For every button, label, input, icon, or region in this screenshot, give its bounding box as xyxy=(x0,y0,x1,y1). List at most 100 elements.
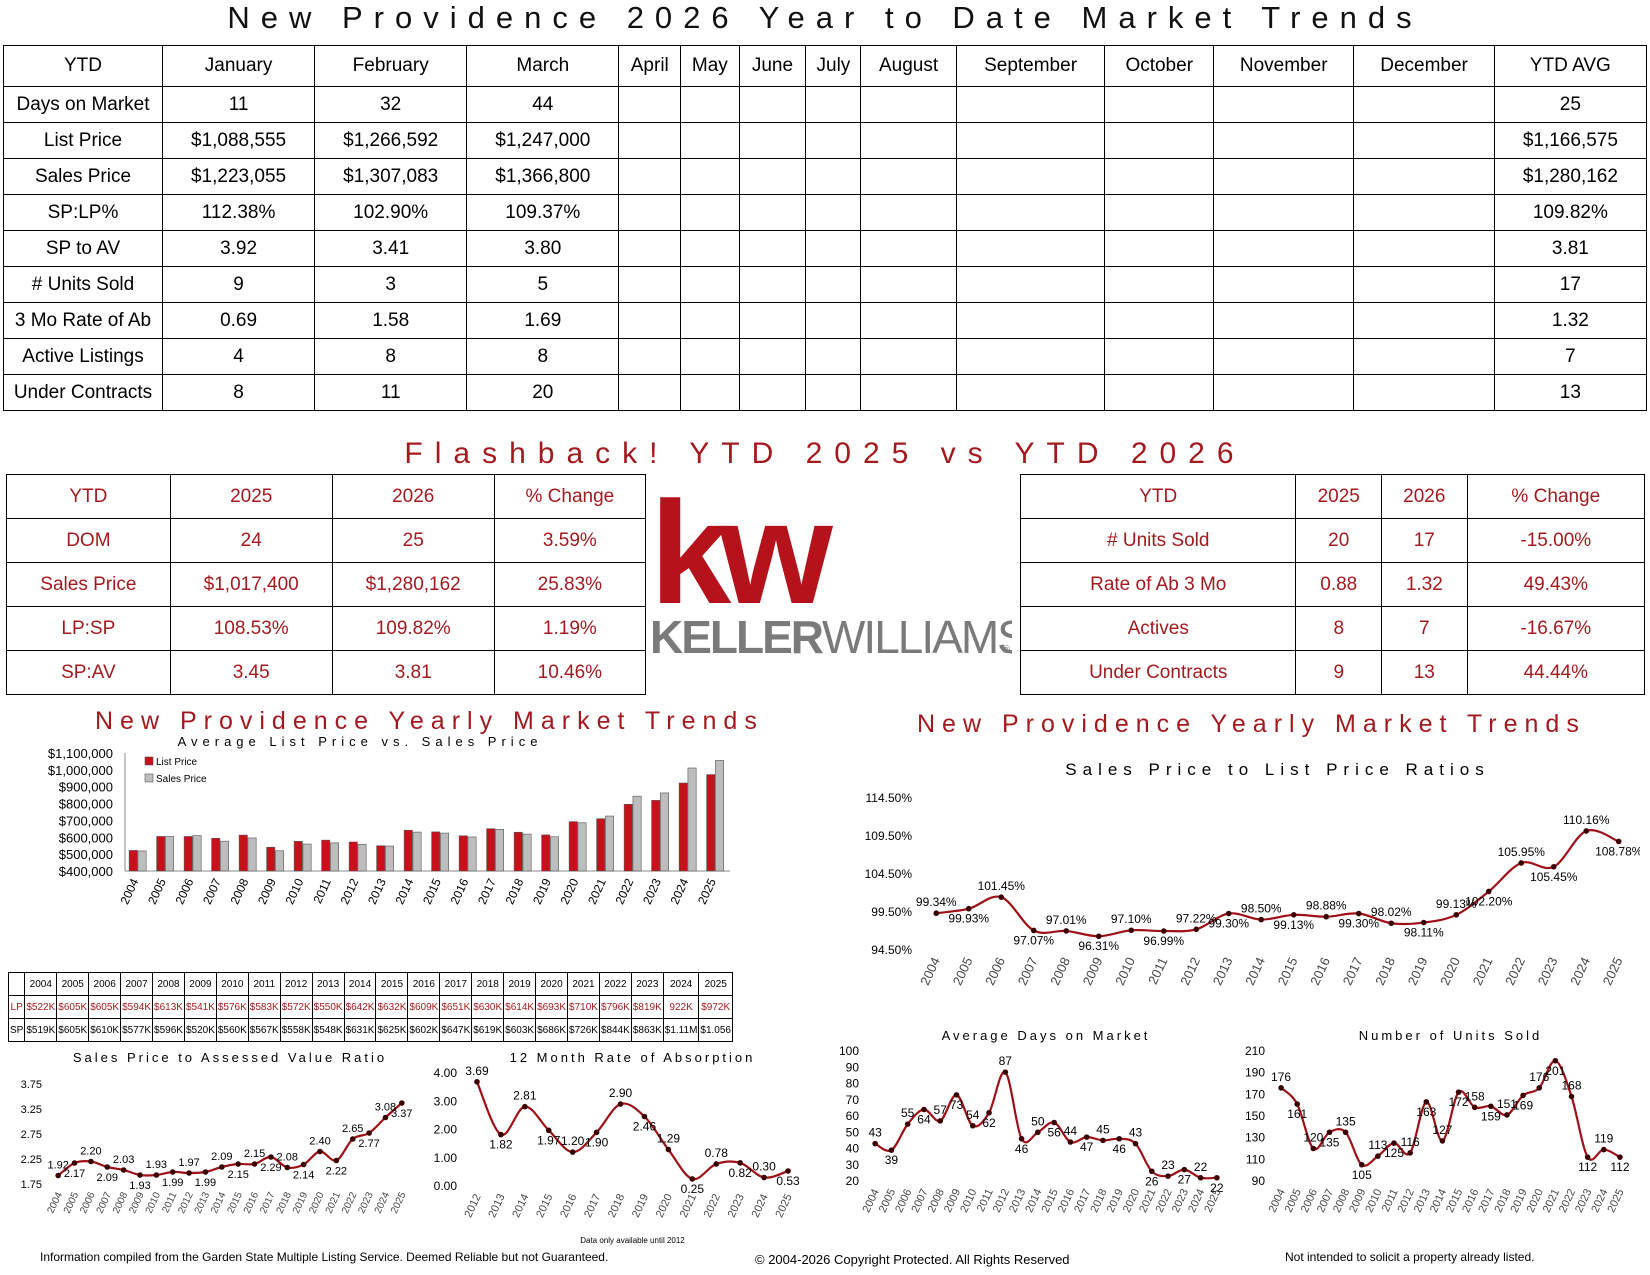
ytd-cell xyxy=(955,158,1106,195)
data-label: 45 xyxy=(1096,1122,1110,1136)
x-tick-label: 2013 xyxy=(365,876,389,906)
sp-value: $603K xyxy=(503,1018,537,1042)
x-tick-label: 2012 xyxy=(462,1192,483,1219)
ytd-header-2: February xyxy=(314,45,468,87)
data-label: 23 xyxy=(1161,1158,1175,1172)
flash_left-header: YTD xyxy=(6,474,171,519)
data-label: 2.90 xyxy=(609,1086,633,1100)
x-tick-label: 2007 xyxy=(200,876,224,906)
data-label: 97.01% xyxy=(1046,913,1087,927)
ytd-cell xyxy=(680,86,740,123)
list-price-bar xyxy=(128,850,138,872)
ytd-row-label: # Units Sold xyxy=(3,266,163,303)
data-label: 172 xyxy=(1449,1095,1469,1109)
lpsp-year: 2021 xyxy=(567,972,600,996)
data-point xyxy=(689,1176,696,1182)
y-tick-label: 2.00 xyxy=(434,1123,458,1137)
list-price-bar xyxy=(156,836,166,872)
list-vs-sales-chart: Average List Price vs. Sales Price $400,0… xyxy=(48,735,730,906)
list-price-bar xyxy=(486,828,496,872)
ytd-cell xyxy=(1104,338,1215,375)
ytd-cell xyxy=(805,158,862,195)
ytd-row: Days on Market 11 32 44 25 xyxy=(3,86,1648,123)
ytd-cell xyxy=(1104,158,1215,195)
data-label: 113 xyxy=(1368,1138,1387,1152)
ytd-cell: 20 xyxy=(466,374,620,411)
ytd-cell: 0.69 xyxy=(161,302,316,339)
flash_right-cell: 1.32 xyxy=(1381,562,1468,607)
y-tick-label: $700,000 xyxy=(59,813,113,828)
data-label: 3.69 xyxy=(465,1064,489,1078)
ytd-header-8: August xyxy=(860,45,957,87)
flash_left-cell: 25.83% xyxy=(493,562,647,607)
data-label: 0.78 xyxy=(705,1146,729,1160)
ytd-cell xyxy=(805,122,862,159)
flash_right-cell: -15.00% xyxy=(1466,518,1646,563)
data-point xyxy=(969,1122,976,1129)
ytd-cell: 11 xyxy=(161,86,316,123)
sales-price-bar xyxy=(385,845,394,872)
data-label: 98.02% xyxy=(1371,905,1412,919)
x-tick-label: 2022 xyxy=(1502,955,1528,988)
data-label: 62 xyxy=(982,1116,996,1130)
list-price-bar xyxy=(348,841,358,872)
keller-wordmark: KELLER xyxy=(650,611,824,658)
y-tick-label: 20 xyxy=(846,1174,860,1188)
data-label: 0.30 xyxy=(752,1160,776,1174)
sales-price-bar xyxy=(632,795,642,872)
ytd-cell: $1,088,555 xyxy=(161,122,316,159)
flash_right-cell: Rate of Ab 3 Mo xyxy=(1019,562,1297,607)
y-tick-label: 130 xyxy=(1245,1131,1265,1145)
ytd-header-5: May xyxy=(680,45,740,87)
ytd-cell: 5 xyxy=(466,266,620,303)
lp-sp-corner xyxy=(7,972,26,996)
x-tick-label: 2012 xyxy=(1177,955,1203,988)
ytd-cell xyxy=(955,194,1106,231)
data-label: 2.22 xyxy=(326,1166,347,1178)
x-tick-label: 2014 xyxy=(392,876,416,906)
ytd-avg-cell: 1.32 xyxy=(1493,302,1648,339)
data-label: 1.99 xyxy=(162,1177,183,1189)
flashback-table-right: YTD 2025 2026% Change # Units Sold 20 17 -15.… xyxy=(1019,474,1646,695)
ytd-cell xyxy=(618,230,682,267)
ytd-row: SP:LP% 112.38% 102.90% 109.37% 109.82% xyxy=(3,194,1648,231)
x-tick-label: 2022 xyxy=(612,876,636,906)
flash_left-header: 2026 xyxy=(331,474,495,519)
x-tick-label: 2006 xyxy=(982,955,1008,988)
data-point xyxy=(1615,838,1622,845)
ytd-cell xyxy=(618,158,682,195)
data-point xyxy=(1568,1093,1575,1100)
x-tick-label: 2024 xyxy=(1567,955,1593,988)
y-tick-label: $900,000 xyxy=(59,780,113,795)
ytd-cell xyxy=(738,266,807,303)
data-point xyxy=(785,1168,791,1174)
chart-title: Sales Price to List Price Ratios xyxy=(1065,760,1489,779)
lp-value: $541K xyxy=(183,995,217,1019)
data-label: 110.16% xyxy=(1563,813,1610,827)
ytd-row-label: List Price xyxy=(3,122,163,159)
ytd-row-label: Active Listings xyxy=(3,338,163,375)
lpsp-year: 2005 xyxy=(56,972,90,996)
data-point xyxy=(1536,1085,1543,1091)
data-point xyxy=(986,1109,992,1116)
x-tick-label: 2023 xyxy=(1535,955,1561,988)
sales-price-bar xyxy=(302,843,312,872)
data-label: 176 xyxy=(1529,1070,1549,1084)
y-tick-label: 30 xyxy=(846,1158,860,1172)
ytd-cell: 11 xyxy=(314,374,468,411)
ytd-cell xyxy=(860,122,957,159)
sp-value: $1.11M xyxy=(662,1018,700,1042)
data-label: 168 xyxy=(1562,1079,1582,1093)
ytd-row-label: Sales Price xyxy=(3,158,163,195)
data-point xyxy=(1504,1112,1510,1118)
data-label: 99.13% xyxy=(1273,918,1314,932)
x-tick-label: 2021 xyxy=(585,876,609,906)
ytd-cell xyxy=(618,302,682,339)
ytd-header-9: September xyxy=(955,45,1106,87)
list-price-bar xyxy=(211,837,221,872)
data-point xyxy=(1520,1092,1526,1099)
ytd-cell xyxy=(1213,194,1355,231)
lp-value: $605K xyxy=(88,995,122,1019)
lpsp-year: 2009 xyxy=(183,972,217,996)
data-point xyxy=(1083,1134,1090,1140)
